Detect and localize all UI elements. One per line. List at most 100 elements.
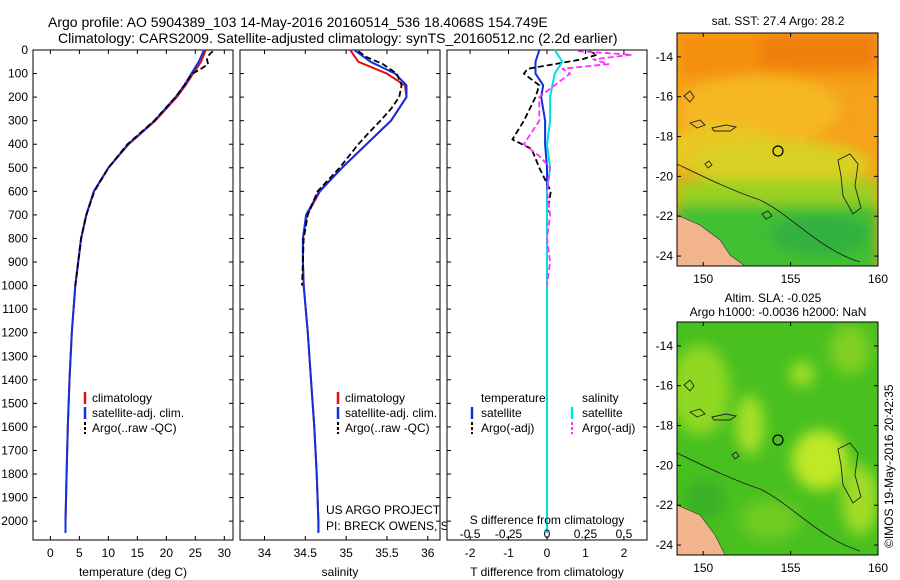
map-x-tick-label: 150 [693,272,713,286]
y-tick-label: 1700 [1,443,28,457]
x-tick-label: 5 [76,546,83,560]
sla-map-frame [676,321,879,556]
legend-label-argo: Argo(..raw -QC) [92,421,177,435]
x-tick-label: 25 [189,546,203,560]
temperature-axes-box [32,49,234,541]
sla-map-subtitle: Argo h1000: -0.0036 h2000: NaN [690,305,867,319]
difference-series [511,49,633,533]
map-y-tick-label: -14 [656,50,674,64]
sst-map-title: sat. SST: 27.4 Argo: 28.2 [712,14,845,28]
x-tick-label: 36 [421,546,435,560]
x-tick-label: 0 [544,546,551,560]
x-tick-label: -1 [503,546,514,560]
x-tick-label: 35.5 [375,546,399,560]
sla-map-axes: 150 155 160 -14 -16 -18 -20 -22 -24 [656,322,888,575]
legend-header-salinity: salinity [582,391,619,405]
difference-legend: temperature satellite Argo(-adj) salinit… [470,391,635,435]
legend-label-satellite: satellite-adj. clim. [345,406,437,420]
legend-label-t-satellite: satellite [481,406,522,420]
legend-label-climatology: climatology [345,391,405,405]
difference-depth-ticks [447,49,647,522]
sst-map-panel: sat. SST: 27.4 Argo: 28.2 150 [656,14,889,286]
difference-panel: -2 -1 0 1 2 temperature satellite Argo(-adj)… [446,49,648,579]
temperature-legend: climatology satellite-adj. clim. Argo(..… [83,391,184,435]
salinity-depth-ticks [240,49,440,522]
x-tick-label: 20 [160,546,174,560]
temperature-panel: 0100200300400500600700800900100011001200… [1,43,234,579]
legend-label-s-argo: Argo(-adj) [582,421,635,435]
y-tick-label: 300 [8,114,28,128]
y-tick-label: 400 [8,137,28,151]
map-x-tick-label: 155 [781,272,801,286]
map-y-tick-label: -22 [656,498,674,512]
argo-location-marker [772,145,784,157]
y-tick-label: 1300 [1,349,28,363]
sla-map-panel: Altim. SLA: -0.025 Argo h1000: -0.0036 h… [656,291,889,575]
x-tick-label: 2 [621,546,628,560]
coastline-land [677,214,746,266]
depth-axis: 0 100 200 300 400 500 600 700 800 900 1000 1100 1200… [1,43,233,528]
s-tick-label: 0 [544,527,551,541]
map-y-tick-label: -16 [656,90,674,104]
x-tick-label: 0 [47,546,54,560]
legend-header-temperature: temperature [481,391,546,405]
t-difference-x-label: T difference from climatology [470,565,624,579]
map-y-tick-label: -18 [656,130,674,144]
imos-timestamp: ©IMOS 19-May-2016 20:42:35 [882,384,896,548]
x-tick-label: -2 [465,546,476,560]
x-tick-label: 34 [258,546,272,560]
legend-label-argo: Argo(..raw -QC) [345,421,430,435]
salinity-x-axis: 34 34.5 35 35.5 36 [258,50,435,560]
legend-label-t-argo: Argo(-adj) [481,421,534,435]
y-tick-label: 600 [8,184,28,198]
sst-map-frame [676,32,879,267]
reef-outlines [677,90,862,263]
argo-location-marker [772,434,784,446]
map-x-tick-label: 155 [781,561,801,575]
map-y-tick-label: -24 [656,538,674,552]
series-line-salinity-argo-adj- [523,50,633,286]
series-line-argo-raw-qc- [301,50,403,286]
y-tick-label: 200 [8,90,28,104]
y-tick-label: 1200 [1,326,28,340]
y-tick-label: 2000 [1,514,28,528]
legend-label-s-satellite: satellite [582,406,623,420]
reef-outlines [677,379,862,552]
y-tick-label: 1400 [1,373,28,387]
temperature-x-label: temperature (deg C) [79,565,187,579]
y-tick-label: 1600 [1,420,28,434]
x-tick-label: 1 [582,546,589,560]
salinity-x-label: salinity [322,565,359,579]
map-y-tick-label: -16 [656,379,674,393]
difference-x-axis: -2 -1 0 1 2 [465,50,628,560]
y-tick-label: 800 [8,231,28,245]
title-line-2: Climatology: CARS2009. Satellite-adjuste… [58,30,618,46]
map-y-tick-label: -20 [656,458,674,472]
series-line-salinity-satellite [546,49,564,533]
y-tick-label: 0 [21,43,28,57]
y-tick-label: 500 [8,161,28,175]
project-credit-line-1: US ARGO PROJECT [326,503,441,517]
s-tick-label: 0.25 [574,527,598,541]
map-x-tick-label: 160 [868,561,888,575]
y-tick-label: 700 [8,208,28,222]
map-x-tick-label: 150 [693,561,713,575]
s-difference-top-label: S difference from climatology [470,513,625,527]
y-tick-label: 1500 [1,396,28,410]
s-tick-label: 0.5 [616,527,633,541]
y-tick-label: 100 [8,67,28,81]
x-tick-label: 34.5 [294,546,318,560]
y-tick-label: 1800 [1,467,28,481]
x-tick-label: 30 [218,546,232,560]
series-line-satellite-adj-clim- [301,49,408,533]
s-difference-ticks: -0.5 -0.25 0 0.25 0.5 [460,527,633,541]
sst-field [677,33,878,266]
map-y-tick-label: -18 [656,419,674,433]
coastline-land [677,504,726,555]
salinity-axes-box [239,49,441,541]
salinity-legend: climatology satellite-adj. clim. Argo(..… [336,391,437,435]
temperature-series [64,49,214,533]
map-y-tick-label: -20 [656,169,674,183]
x-tick-label: 15 [131,546,145,560]
